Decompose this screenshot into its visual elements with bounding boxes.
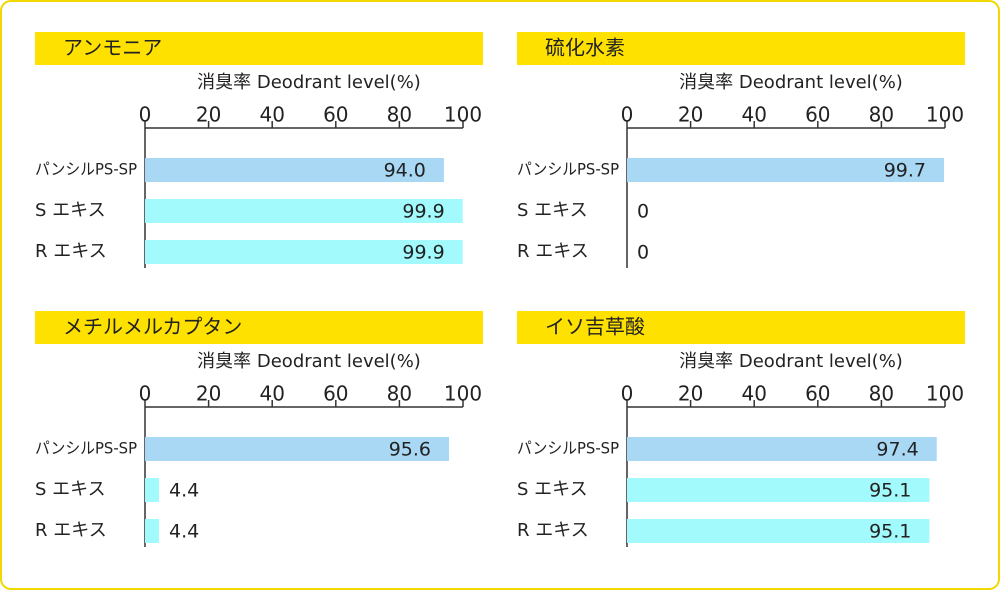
x-tick-label: 80	[869, 103, 894, 127]
x-tick-label: 80	[387, 382, 412, 406]
bar	[627, 158, 945, 182]
title-bar	[35, 311, 483, 344]
category-label: R エキス	[35, 241, 107, 262]
bar	[627, 478, 930, 502]
x-axis-label: 消臭率 Deodrant level(%)	[679, 351, 903, 372]
x-tick-label: 100	[444, 382, 482, 406]
value-label: 4.4	[169, 480, 199, 502]
x-tick-label: 80	[387, 103, 412, 127]
x-axis-label: 消臭率 Deodrant level(%)	[197, 351, 421, 372]
x-tick-label: 60	[805, 382, 830, 406]
category-label: パンシルPS-SP	[517, 160, 619, 179]
x-tick-label: 100	[444, 103, 482, 127]
value-label: 4.4	[169, 521, 199, 543]
value-label: 97.4	[876, 439, 918, 461]
category-label: R エキス	[35, 520, 107, 541]
x-tick-label: 20	[196, 103, 221, 127]
bar	[145, 519, 159, 543]
title-bar	[35, 32, 483, 65]
value-label: 95.6	[389, 439, 431, 461]
category-label: S エキス	[35, 200, 106, 221]
x-tick-label: 0	[139, 382, 152, 406]
value-label: 95.1	[869, 521, 911, 543]
panel-title: イソ吉草酸	[545, 315, 645, 339]
category-label: パンシルPS-SP	[35, 439, 137, 458]
bar	[145, 199, 463, 223]
x-tick-label: 0	[621, 103, 634, 127]
x-tick-label: 100	[926, 103, 964, 127]
x-tick-label: 20	[678, 103, 703, 127]
x-axis-label: 消臭率 Deodrant level(%)	[197, 72, 421, 93]
x-tick-label: 60	[323, 103, 348, 127]
value-label: 0	[637, 201, 649, 223]
value-label: 99.7	[884, 160, 926, 182]
value-label: 95.1	[869, 480, 911, 502]
title-bar	[517, 311, 965, 344]
category-label: S エキス	[35, 479, 106, 500]
x-tick-label: 40	[259, 382, 284, 406]
x-tick-label: 0	[139, 103, 152, 127]
category-label: S エキス	[517, 200, 588, 221]
bar	[145, 240, 463, 264]
x-axis-label: 消臭率 Deodrant level(%)	[679, 72, 903, 93]
category-label: R エキス	[517, 241, 589, 262]
category-label: R エキス	[517, 520, 589, 541]
x-tick-label: 60	[323, 382, 348, 406]
value-label: 99.9	[402, 242, 444, 264]
x-tick-label: 40	[259, 103, 284, 127]
x-tick-label: 0	[621, 382, 634, 406]
category-label: パンシルPS-SP	[35, 160, 137, 179]
x-tick-label: 80	[869, 382, 894, 406]
x-tick-label: 40	[741, 103, 766, 127]
x-tick-label: 20	[196, 382, 221, 406]
panel-title: メチルメルカプタン	[63, 315, 242, 339]
value-label: 0	[637, 242, 649, 264]
bar	[627, 519, 930, 543]
x-tick-label: 20	[678, 382, 703, 406]
x-tick-label: 100	[926, 382, 964, 406]
bar	[145, 478, 159, 502]
value-label: 99.9	[402, 201, 444, 223]
panel-title: アンモニア	[63, 36, 162, 60]
bar	[145, 158, 444, 182]
value-label: 94.0	[384, 160, 426, 182]
category-label: パンシルPS-SP	[517, 439, 619, 458]
category-label: S エキス	[517, 479, 588, 500]
x-tick-label: 60	[805, 103, 830, 127]
x-tick-label: 40	[741, 382, 766, 406]
panel-title: 硫化水素	[545, 36, 625, 60]
title-bar	[517, 32, 965, 65]
bar	[627, 437, 937, 461]
bar	[145, 437, 450, 461]
